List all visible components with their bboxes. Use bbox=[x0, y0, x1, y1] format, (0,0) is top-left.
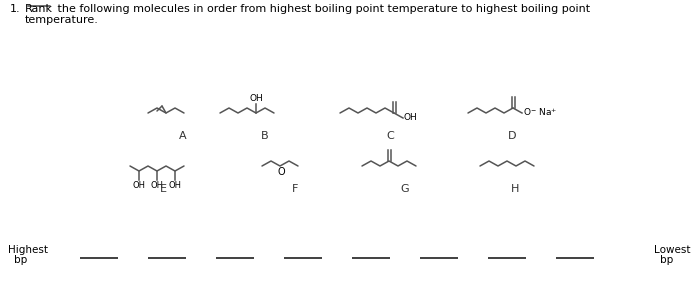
Text: OH: OH bbox=[132, 181, 146, 190]
Text: OH: OH bbox=[150, 181, 164, 190]
Text: the following molecules in order from highest boiling point temperature to highe: the following molecules in order from hi… bbox=[54, 4, 590, 14]
Text: Lowest: Lowest bbox=[654, 245, 690, 255]
Text: OH: OH bbox=[404, 113, 418, 122]
Text: O: O bbox=[277, 167, 285, 177]
Text: OH: OH bbox=[169, 181, 181, 190]
Text: temperature.: temperature. bbox=[25, 15, 99, 25]
Text: bp: bp bbox=[660, 255, 673, 265]
Text: Rank: Rank bbox=[25, 4, 53, 14]
Text: Highest: Highest bbox=[8, 245, 48, 255]
Text: B: B bbox=[261, 131, 269, 141]
Text: D: D bbox=[508, 131, 517, 141]
Text: O$^{-}$ Na$^{+}$: O$^{-}$ Na$^{+}$ bbox=[523, 106, 557, 118]
Text: G: G bbox=[400, 184, 410, 194]
Text: 1.: 1. bbox=[10, 4, 20, 14]
Text: C: C bbox=[386, 131, 394, 141]
Text: bp: bp bbox=[14, 255, 27, 265]
Text: H: H bbox=[511, 184, 519, 194]
Text: OH: OH bbox=[249, 94, 263, 103]
Text: A: A bbox=[179, 131, 187, 141]
Text: E: E bbox=[160, 184, 167, 194]
Text: F: F bbox=[292, 184, 298, 194]
